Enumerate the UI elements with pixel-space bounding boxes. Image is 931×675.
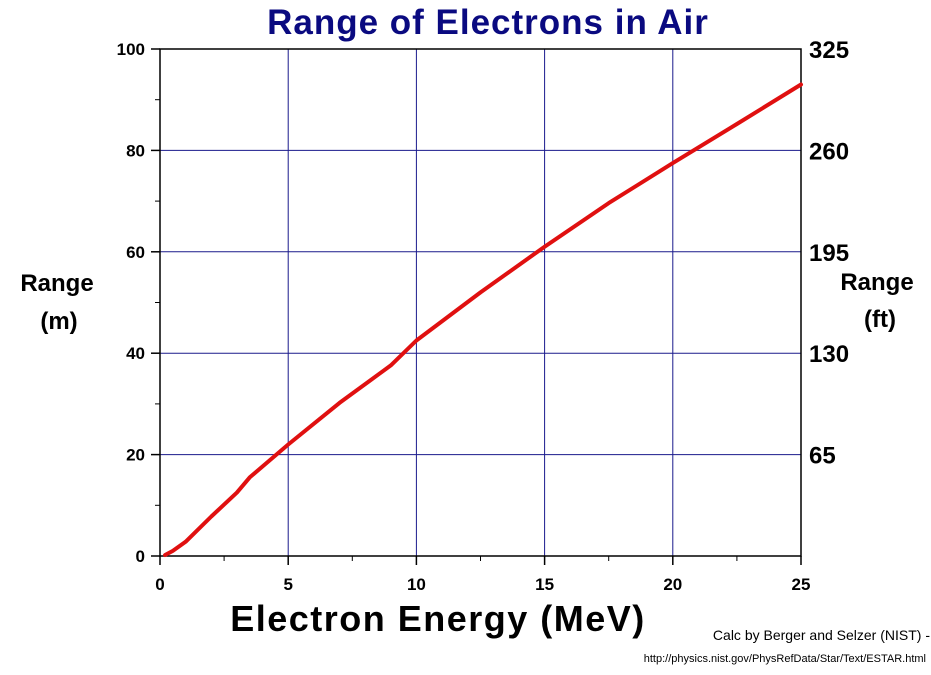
y-axis-label-left-line2: (m) xyxy=(40,308,77,335)
series-layer xyxy=(163,82,803,557)
x-tick-label-20: 20 xyxy=(663,575,682,594)
axis-ticks xyxy=(151,48,802,565)
y-right-tick-label-260: 260 xyxy=(809,138,849,165)
y-right-tick-label-130: 130 xyxy=(809,341,849,368)
series-line-0 xyxy=(163,82,803,557)
y-tick-label-100: 100 xyxy=(117,40,145,59)
chart-title: Range of Electrons in Air xyxy=(267,3,709,42)
x-axis-label: Electron Energy (MeV) xyxy=(230,598,646,639)
y-right-tick-label-195: 195 xyxy=(809,240,849,267)
grid-lines xyxy=(160,49,801,556)
y-tick-label-40: 40 xyxy=(126,344,145,363)
y-axis-label-left-line1: Range xyxy=(20,270,93,297)
x-tick-label-25: 25 xyxy=(792,575,811,594)
x-tick-label-10: 10 xyxy=(407,575,426,594)
y-right-tick-label-325: 325 xyxy=(809,37,849,64)
x-tick-label-15: 15 xyxy=(535,575,554,594)
y-right-tick-label-65: 65 xyxy=(809,443,836,470)
y-tick-label-0: 0 xyxy=(136,547,145,566)
credit-line: Calc by Berger and Selzer (NIST) - xyxy=(713,627,930,643)
x-tick-label-5: 5 xyxy=(283,575,292,594)
y-tick-labels-right: 65 130 195 260 325 xyxy=(809,37,849,470)
y-tick-label-20: 20 xyxy=(126,446,145,465)
source-url: http://physics.nist.gov/PhysRefData/Star… xyxy=(644,653,926,665)
plot-frame xyxy=(159,48,802,557)
y-axis-label-right-line1: Range xyxy=(840,269,913,296)
y-tick-label-80: 80 xyxy=(126,141,145,160)
y-tick-labels-left: 0 20 40 60 80 100 xyxy=(117,40,145,566)
y-tick-label-60: 60 xyxy=(126,243,145,262)
x-tick-labels: 0 5 10 15 20 25 xyxy=(155,575,810,594)
y-axis-label-right-line2: (ft) xyxy=(864,306,896,333)
x-tick-label-0: 0 xyxy=(155,575,164,594)
